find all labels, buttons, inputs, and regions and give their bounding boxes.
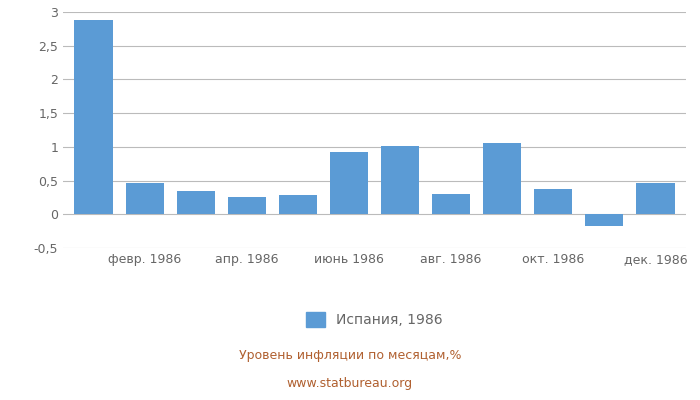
Bar	[176, 191, 215, 214]
Bar	[330, 152, 368, 214]
Bar	[125, 183, 164, 214]
Text: Уровень инфляции по месяцам,%: Уровень инфляции по месяцам,%	[239, 350, 461, 362]
Bar	[636, 183, 675, 214]
Bar	[585, 214, 624, 226]
Bar	[279, 195, 317, 214]
Bar	[381, 146, 419, 214]
Legend: Испания, 1986: Испания, 1986	[300, 307, 449, 333]
Bar	[483, 144, 522, 214]
Bar	[74, 20, 113, 214]
Bar	[432, 194, 470, 214]
Text: www.statbureau.org: www.statbureau.org	[287, 378, 413, 390]
Bar	[228, 197, 266, 214]
Bar	[534, 189, 573, 214]
